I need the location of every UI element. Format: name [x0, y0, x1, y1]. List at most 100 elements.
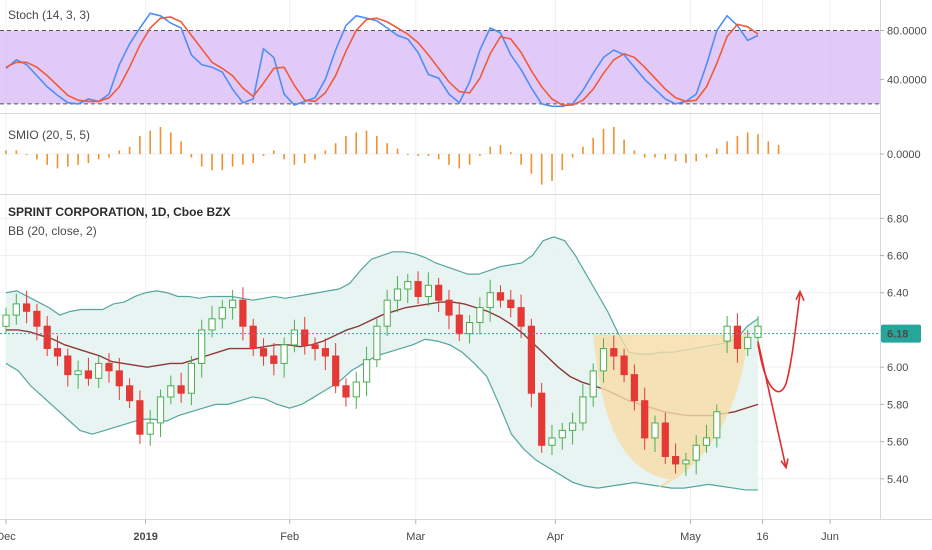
smio-bar: [36, 154, 38, 160]
x-tick-label: Dec: [0, 531, 16, 543]
candle: [445, 299, 453, 316]
candle: [610, 348, 618, 357]
smio-bar: [118, 150, 121, 154]
smio-bar: [674, 154, 677, 162]
candle: [229, 299, 237, 309]
smio-bar: [623, 139, 625, 154]
x-tick-label: May: [680, 531, 701, 543]
candle: [702, 437, 711, 446]
smio-bar: [396, 148, 399, 154]
smio-bar: [334, 143, 337, 154]
smio-bar: [571, 154, 574, 158]
smio-bar: [695, 154, 697, 162]
candle: [661, 422, 669, 457]
x-tick-label: Apr: [547, 531, 564, 543]
candle: [12, 303, 20, 316]
smio-bar: [128, 146, 131, 154]
candle: [620, 355, 628, 376]
candle: [383, 299, 391, 327]
smio-bar: [510, 152, 512, 154]
bearish-projection-arrow: [757, 341, 787, 468]
smio-bar: [716, 148, 718, 154]
candle: [651, 422, 659, 439]
candle: [84, 370, 93, 379]
bullish-arrow-head: [795, 289, 805, 301]
candle: [290, 329, 298, 346]
smio-bar: [231, 154, 234, 167]
smio-bar: [25, 154, 28, 155]
price-title: SPRINT CORPORATION, 1D, Cboe BZX: [8, 205, 230, 219]
candle: [95, 362, 103, 379]
smio-bar: [407, 154, 409, 155]
smio-bar: [345, 136, 347, 154]
candle: [486, 292, 494, 309]
smio-bar: [746, 132, 749, 154]
smio-bar: [520, 154, 522, 165]
candle: [435, 284, 443, 301]
candle: [496, 292, 505, 301]
candle: [342, 385, 350, 398]
price-panel: 6.806.606.406.206.005.805.605.40 SPRINT …: [0, 205, 921, 491]
candle: [733, 325, 741, 350]
smio-bar: [602, 128, 605, 154]
candle: [64, 355, 72, 376]
candle: [507, 299, 515, 309]
candle: [589, 370, 597, 398]
last-price-badge: [881, 324, 921, 343]
smio-bar: [149, 130, 151, 154]
smio-bar: [448, 154, 450, 165]
smio-bar: [87, 154, 90, 163]
candle: [33, 310, 41, 327]
x-tick-label: 2019: [133, 531, 157, 543]
candle: [754, 325, 762, 338]
candle: [424, 284, 432, 297]
smio-bar: [46, 154, 48, 165]
candle: [136, 400, 144, 435]
candle: [311, 344, 319, 349]
candle: [517, 307, 525, 327]
candle: [43, 325, 51, 350]
price-y-tick-label: 5.60: [887, 437, 908, 449]
smio-bar: [67, 154, 69, 167]
bb-label: BB (20, close, 2): [8, 224, 97, 238]
smio-bar: [458, 154, 461, 169]
price-y-tick-label: 6.00: [887, 362, 908, 374]
price-y-tick-label: 6.60: [887, 251, 908, 263]
stoch-y-tick-label: 40.0000: [887, 74, 927, 86]
smio-bar: [170, 132, 172, 154]
smio-panel: 0.0000 SMIO (20, 5, 5): [0, 127, 921, 185]
candle: [53, 348, 62, 357]
candle: [332, 355, 340, 387]
smio-bar: [200, 154, 203, 167]
smio-bar: [633, 150, 636, 154]
candle: [599, 348, 608, 372]
smio-bar: [221, 154, 224, 171]
smio-bar: [273, 150, 275, 154]
candle: [74, 370, 82, 376]
smio-bar: [262, 154, 265, 156]
smio-bar: [664, 154, 667, 160]
smio-bar: [211, 154, 213, 171]
smio-bar: [757, 134, 759, 154]
smio-bar: [108, 154, 110, 158]
x-tick-label: 16: [756, 531, 768, 543]
price-y-tick-label: 5.40: [887, 474, 908, 486]
smio-bar: [726, 141, 728, 154]
smio-bar: [180, 141, 182, 154]
smio-bar: [283, 154, 285, 160]
smio-title: SMIO (20, 5, 5): [8, 128, 90, 142]
candle: [744, 336, 752, 350]
candle: [198, 329, 206, 364]
candle: [630, 374, 638, 402]
smio-bar: [97, 154, 100, 160]
x-tick-label: Mar: [406, 531, 425, 543]
candle: [280, 344, 288, 364]
x-tick-label: Feb: [280, 531, 299, 543]
candle: [548, 437, 556, 446]
price-y-tick-label: 5.80: [887, 399, 908, 411]
last-price-label: 6.18: [887, 329, 908, 341]
candle: [538, 392, 546, 446]
candle: [476, 307, 484, 324]
bb-lower-line: [5, 338, 758, 491]
